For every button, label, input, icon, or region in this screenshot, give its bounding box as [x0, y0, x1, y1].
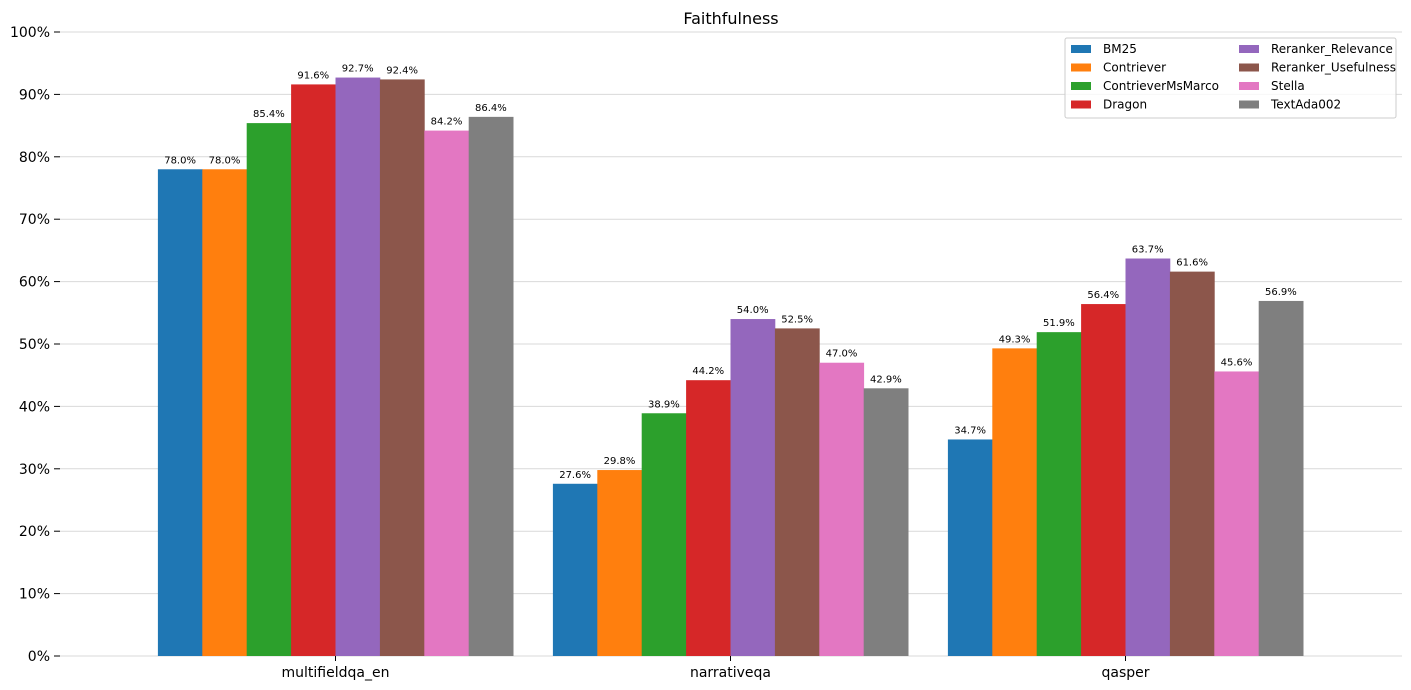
y-tick-label: 80% [19, 150, 50, 166]
bar [202, 169, 248, 656]
data-label: 29.8% [604, 456, 636, 467]
data-label: 91.6% [297, 70, 329, 81]
data-label: 38.9% [648, 399, 680, 410]
bar [641, 413, 687, 656]
legend-label: ContrieverMsMarco [1103, 79, 1219, 93]
y-tick-label: 90% [19, 87, 50, 103]
legend-label: Dragon [1103, 98, 1147, 112]
data-label: 42.9% [870, 374, 902, 385]
data-label: 92.4% [386, 65, 418, 76]
axis-layer: 0% 10% 20% 30% 40% 50% 60% 70% 80% 90% 100% multifi… [10, 25, 1150, 681]
legend-label: Reranker_Relevance [1271, 42, 1393, 56]
data-label: 86.4% [475, 103, 507, 114]
legend-swatch [1239, 63, 1259, 72]
legend-label: BM25 [1103, 42, 1137, 56]
data-label: 45.6% [1221, 357, 1253, 368]
legend-swatch [1239, 82, 1259, 90]
y-tick-label: 10% [19, 587, 50, 603]
x-tick-label: narrativeqa [690, 665, 771, 681]
data-label: 85.4% [253, 109, 285, 120]
bar [246, 123, 292, 656]
data-label: 52.5% [781, 314, 813, 325]
bar [774, 328, 820, 656]
bar [157, 169, 203, 656]
y-tick-label: 70% [19, 212, 50, 228]
data-label: 54.0% [737, 305, 769, 316]
bar [597, 470, 643, 656]
legend-swatch [1071, 63, 1091, 72]
y-tick-label: 50% [19, 337, 50, 353]
bar [730, 319, 776, 656]
y-tick-label: 100% [10, 25, 50, 41]
y-tick-label: 60% [19, 275, 50, 291]
bar [819, 362, 865, 656]
legend-label: TextAda002 [1270, 98, 1341, 112]
data-label: 78.0% [209, 155, 241, 166]
legend-swatch [1071, 45, 1091, 53]
y-tick-label: 20% [19, 524, 50, 540]
bar [1258, 300, 1304, 656]
data-label: 27.6% [559, 470, 591, 481]
bar [1169, 271, 1215, 656]
legend-swatch [1071, 100, 1091, 109]
bar [1214, 371, 1260, 656]
y-tick-label: 0% [28, 649, 50, 665]
y-tick-label: 40% [19, 399, 50, 415]
data-label: 84.2% [431, 117, 463, 128]
bars-layer [157, 77, 1304, 657]
legend-swatch [1239, 100, 1259, 109]
bar [863, 388, 909, 656]
data-label: 56.9% [1265, 287, 1297, 298]
data-label: 56.4% [1087, 290, 1119, 301]
data-label: 61.6% [1176, 258, 1208, 269]
data-labels-layer: 78.0% 78.0% 85.4% 91.6% 92.7% 92.4% 84.2% 86.4%… [164, 64, 1297, 481]
bar [468, 116, 514, 656]
bar [1081, 304, 1126, 656]
x-tick-label: qasper [1101, 665, 1149, 681]
data-label: 44.2% [692, 366, 724, 377]
legend-label: Contriever [1103, 61, 1166, 75]
bar [552, 483, 598, 656]
legend: BM25 Contriever ContrieverMsMarco Dragon Rer… [1064, 37, 1397, 119]
bar [424, 130, 470, 657]
chart-title: Faithfulness [683, 9, 778, 28]
bar [992, 348, 1038, 656]
data-label: 63.7% [1132, 245, 1164, 256]
bar [1036, 332, 1082, 656]
data-label: 92.7% [342, 64, 374, 75]
y-tick-label: 30% [19, 462, 50, 478]
bar [335, 77, 381, 656]
legend-frame [1064, 37, 1397, 119]
legend-swatch [1071, 82, 1091, 90]
bar [291, 84, 336, 656]
bar [1125, 258, 1171, 656]
legend-swatch [1239, 45, 1259, 53]
data-label: 47.0% [826, 349, 858, 360]
data-label: 51.9% [1043, 318, 1075, 329]
bar [379, 79, 425, 656]
legend-label: Reranker_Usefulness [1271, 61, 1396, 75]
data-label: 49.3% [999, 334, 1031, 345]
bar [947, 439, 993, 656]
data-label: 78.0% [164, 155, 196, 166]
bar [686, 380, 731, 656]
data-label: 34.7% [954, 425, 986, 436]
x-tick-label: multifieldqa_en [282, 665, 390, 681]
legend-label: Stella [1271, 79, 1305, 93]
